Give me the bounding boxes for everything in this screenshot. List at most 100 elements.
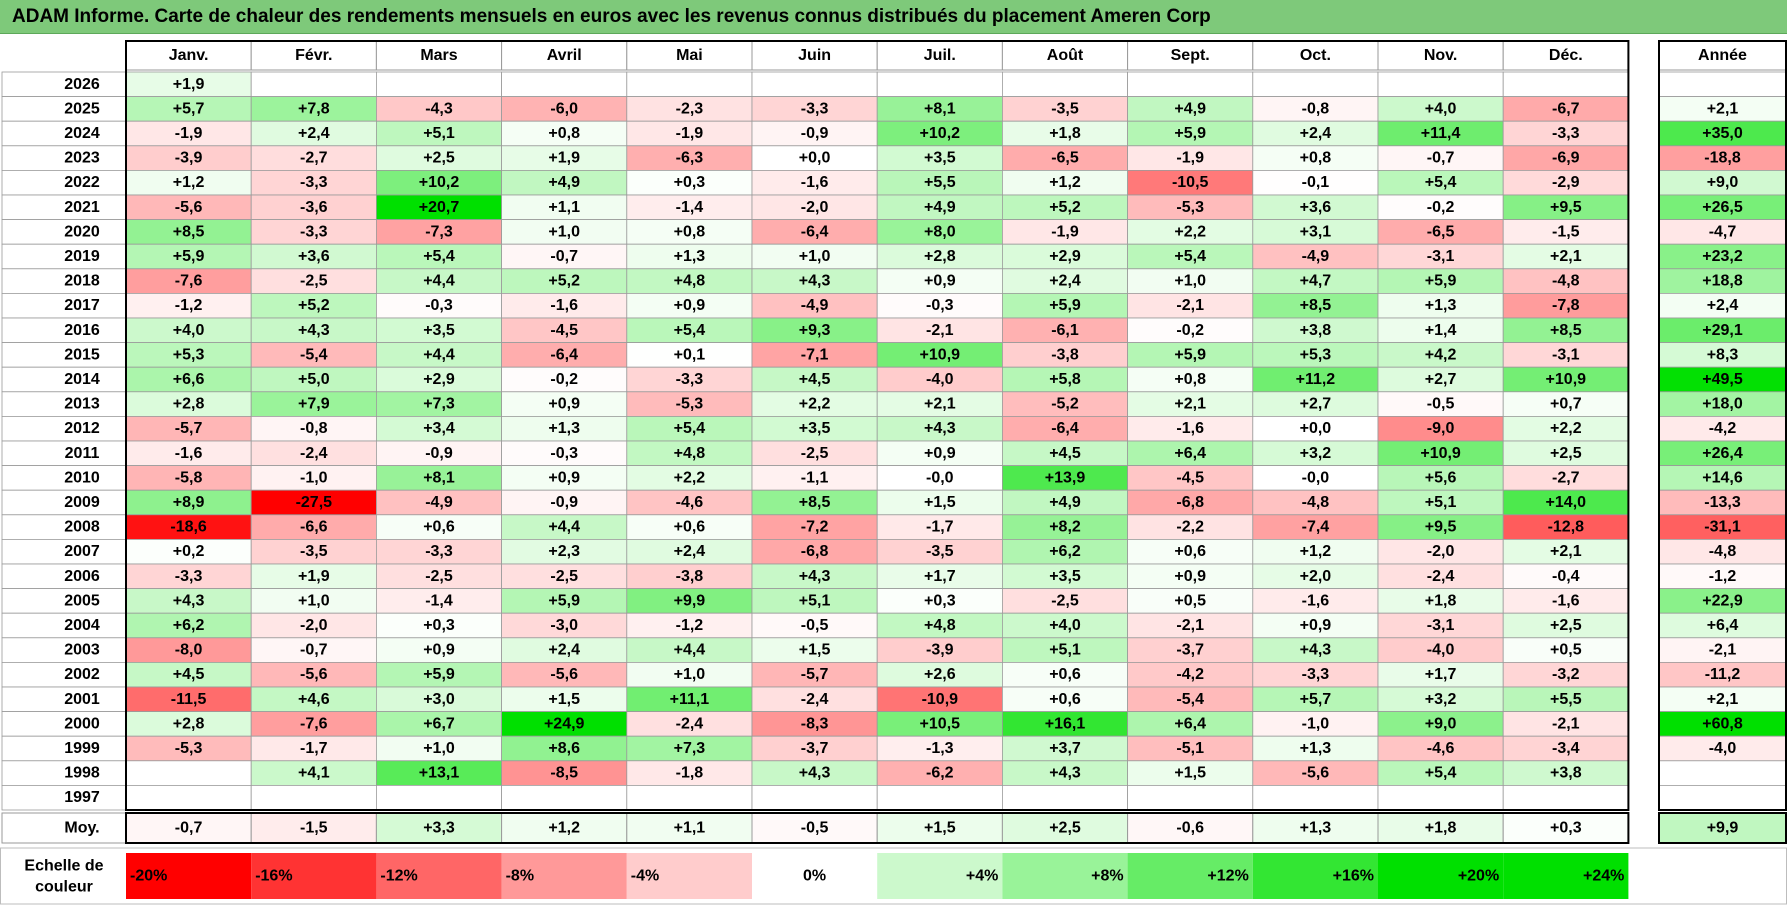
heatmap-cell-value: +2,7: [1425, 371, 1457, 388]
heatmap-cell: [125, 563, 252, 590]
heatmap-cell-value: -4,0: [926, 371, 954, 388]
heatmap-cell: [626, 120, 753, 147]
year-label: 2005: [64, 592, 100, 609]
heatmap-cell-value: -2,5: [300, 273, 328, 290]
heatmap-cell-value: +4,3: [799, 568, 831, 585]
heatmap-cell-value: -2,1: [1552, 715, 1580, 732]
heatmap-cell-value: -3,7: [801, 740, 829, 757]
heatmap-cell: [501, 391, 628, 417]
heatmap-cell: [876, 292, 1003, 319]
heatmap-cell-value: -6,6: [300, 519, 328, 536]
heatmap-cell-value: -6,9: [1552, 150, 1580, 167]
heatmap-cell-value: +1,3: [674, 248, 706, 265]
heatmap-cell-value: +2,2: [674, 469, 706, 486]
heatmap-cell-value: +0,6: [674, 519, 706, 536]
heatmap-cell-value: +0,6: [1049, 666, 1081, 683]
heatmap-cell: [1377, 366, 1504, 393]
heatmap-cell-value: -4,2: [1176, 666, 1204, 683]
heatmap-cell: [1127, 514, 1254, 540]
heatmap-cell-value: +3,1: [1300, 223, 1332, 240]
heatmap-cell: [876, 391, 1003, 417]
heatmap-cell-value: +5,4: [674, 420, 706, 437]
annual-return-cell: [1658, 292, 1787, 319]
year-label: 2020: [64, 223, 100, 240]
heatmap-cell-value: +5,9: [423, 666, 455, 683]
heatmap-cell: [1502, 785, 1629, 811]
heatmap-cell-value: -6,4: [801, 223, 829, 240]
heatmap-cell-value: +3,2: [1300, 445, 1332, 462]
heatmap-cell-value: -5,6: [1302, 765, 1330, 782]
heatmap-cell-value: +2,4: [1049, 273, 1081, 290]
heatmap-cell: [501, 268, 628, 294]
heatmap-cell: [1377, 415, 1504, 442]
heatmap-cell-value: +9,9: [674, 592, 706, 609]
year-label: 2023: [64, 150, 100, 167]
heatmap-cell: [1127, 711, 1254, 737]
color-scale-swatch-label: -4%: [631, 868, 659, 885]
heatmap-cell-value: -3,3: [801, 100, 829, 117]
heatmap-cell: [250, 342, 377, 368]
heatmap-cell: [125, 317, 252, 344]
annual-return-value: +2,1: [1707, 691, 1739, 708]
heatmap-cell: [1002, 465, 1129, 491]
heatmap-cell-value: -3,1: [1427, 248, 1455, 265]
heatmap-cell: [125, 686, 252, 713]
color-scale-swatch: [251, 853, 377, 899]
heatmap-cell: [250, 662, 377, 688]
average-cell-value: +1,3: [1300, 820, 1332, 837]
heatmap-cell: [626, 96, 753, 122]
heatmap-cell-value: +5,9: [173, 248, 205, 265]
heatmap-cell: [375, 366, 502, 393]
heatmap-cell: [501, 514, 628, 540]
year-label: 2004: [64, 617, 100, 634]
color-scale-swatch-label: +16%: [1333, 868, 1374, 885]
heatmap-cell: [626, 588, 753, 614]
heatmap-cell: [501, 292, 628, 319]
heatmap-cell-value: -5,7: [801, 666, 829, 683]
heatmap-cell-value: -0,3: [926, 297, 954, 314]
heatmap-cell: [375, 489, 502, 516]
heatmap-cell: [1502, 120, 1629, 147]
heatmap-cell-value: +5,7: [1300, 691, 1332, 708]
year-label: 2018: [64, 273, 100, 290]
heatmap-cell: [501, 785, 628, 811]
heatmap-cell: [626, 612, 753, 639]
heatmap-cell: [501, 465, 628, 491]
heatmap-cell: [1252, 366, 1379, 393]
heatmap-cell: [1002, 588, 1129, 614]
heatmap-cell: [1127, 539, 1254, 565]
heatmap-cell-value: -0,8: [1302, 100, 1330, 117]
year-label: 2001: [64, 691, 100, 708]
annual-return-value: +9,0: [1707, 174, 1739, 191]
heatmap-cell-value: -1,9: [1176, 150, 1204, 167]
heatmap-cell: [125, 268, 252, 294]
heatmap-cell: [1377, 489, 1504, 516]
color-scale-swatch-label: +20%: [1458, 868, 1499, 885]
heatmap-cell-value: +5,3: [1300, 346, 1332, 363]
heatmap-cell: [375, 268, 502, 294]
heatmap-cell: [250, 760, 377, 786]
heatmap-cell-value: -11,5: [171, 691, 207, 708]
heatmap-cell: [125, 194, 252, 221]
heatmap-cell: [751, 243, 878, 270]
heatmap-cell-value: -5,6: [300, 666, 328, 683]
heatmap-cell: [250, 317, 377, 344]
heatmap-cell-value: -5,4: [1176, 691, 1204, 708]
heatmap-cell-value: -3,3: [425, 543, 453, 560]
average-cell: [1252, 812, 1379, 844]
heatmap-cell-value: -7,3: [425, 223, 453, 240]
heatmap-cell: [1127, 366, 1254, 393]
year-label: 2022: [64, 174, 100, 191]
heatmap-cell-value: -4,9: [801, 297, 829, 314]
heatmap-cell: [250, 514, 377, 540]
heatmap-cell-value: -2,0: [801, 199, 829, 216]
heatmap-cell: [1252, 391, 1379, 417]
annual-return-value: -2,1: [1709, 642, 1737, 659]
heatmap-cell-value: +5,7: [173, 100, 205, 117]
heatmap-cell: [751, 145, 878, 171]
heatmap-cell-value: -0,5: [801, 617, 829, 634]
color-scale-swatch: [752, 853, 878, 899]
heatmap-cell: [501, 317, 628, 344]
heatmap-cell-value: +4,3: [924, 420, 956, 437]
heatmap-cell-value: +14,0: [1546, 494, 1587, 511]
